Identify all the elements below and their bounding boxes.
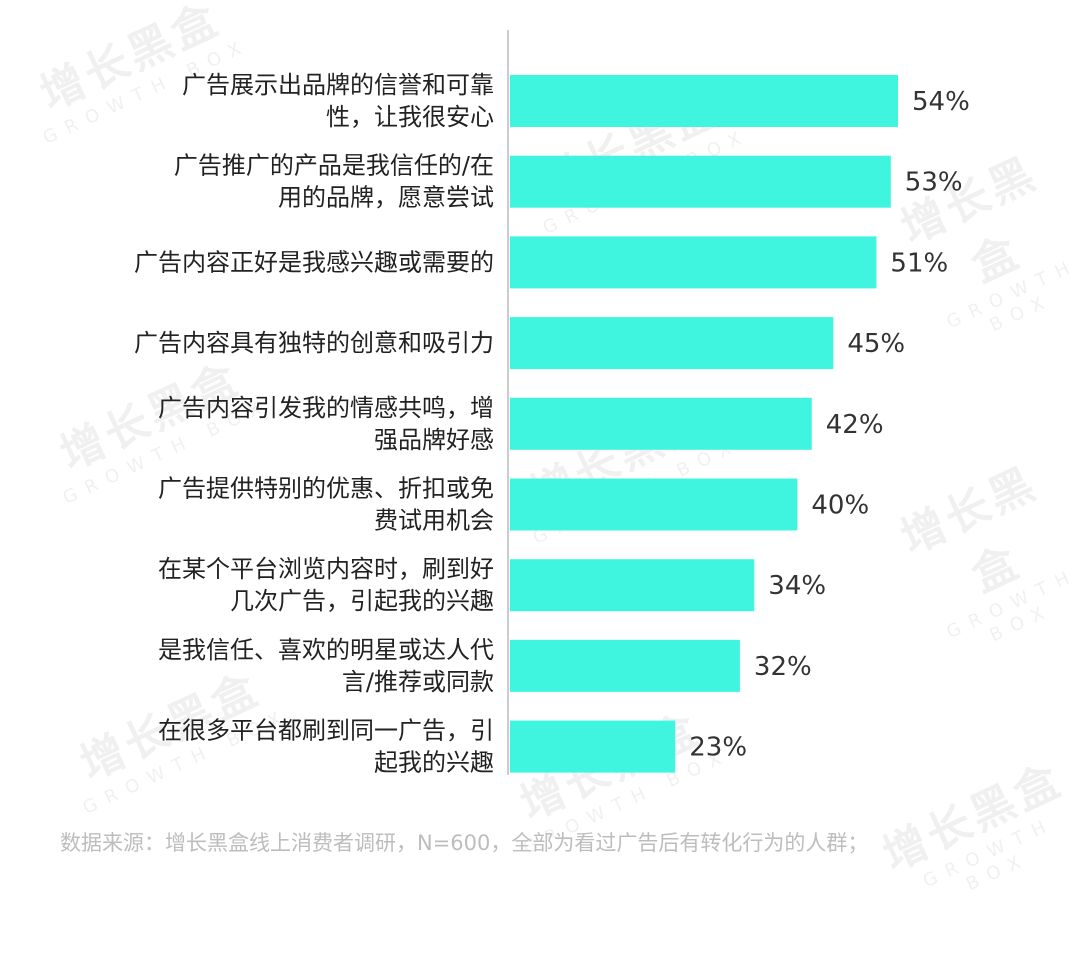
bar (510, 155, 891, 208)
data-label: 23% (689, 733, 747, 763)
data-label: 32% (754, 652, 812, 682)
category-label: 在很多平台都刷到同一广告，引 (158, 717, 494, 745)
data-label: 42% (826, 410, 884, 440)
bar (510, 317, 834, 370)
category-label: 广告内容具有独特的创意和吸引力 (134, 329, 494, 357)
category-label: 在某个平台浏览内容时，刷到好 (158, 555, 494, 583)
bar (510, 478, 798, 531)
category-label: 起我的兴趣 (374, 749, 494, 777)
category-label: 几次广告，引起我的兴趣 (230, 587, 494, 615)
bar (510, 236, 877, 289)
bar (510, 720, 676, 773)
category-label: 广告提供特别的优惠、折扣或免 (158, 475, 494, 503)
source-note: 数据来源：增长黑盒线上消费者调研，N=600，全部为看过广告后有转化行为的人群； (60, 831, 869, 855)
category-label: 广告内容正好是我感兴趣或需要的 (134, 248, 494, 276)
category-label: 强品牌好感 (374, 426, 494, 454)
category-label: 言/推荐或同款 (342, 668, 494, 696)
bar (510, 397, 812, 450)
bar (510, 639, 740, 692)
data-label: 40% (811, 491, 869, 521)
data-label: 34% (768, 571, 826, 601)
data-label: 54% (912, 87, 970, 117)
category-label: 性，让我很安心 (326, 103, 494, 131)
category-label: 是我信任、喜欢的明星或达人代 (158, 636, 494, 664)
data-label: 51% (890, 248, 948, 278)
data-label: 45% (847, 329, 905, 359)
category-label: 费试用机会 (374, 507, 494, 535)
data-label: 53% (905, 168, 963, 198)
category-label: 广告展示出品牌的信誉和可靠 (182, 71, 494, 99)
bar (510, 75, 898, 127)
category-label: 用的品牌，愿意尝试 (278, 184, 494, 212)
category-label: 广告内容引发我的情感共鸣，增 (158, 394, 494, 422)
bar (510, 559, 755, 612)
category-label: 广告推广的产品是我信任的/在 (174, 152, 494, 180)
